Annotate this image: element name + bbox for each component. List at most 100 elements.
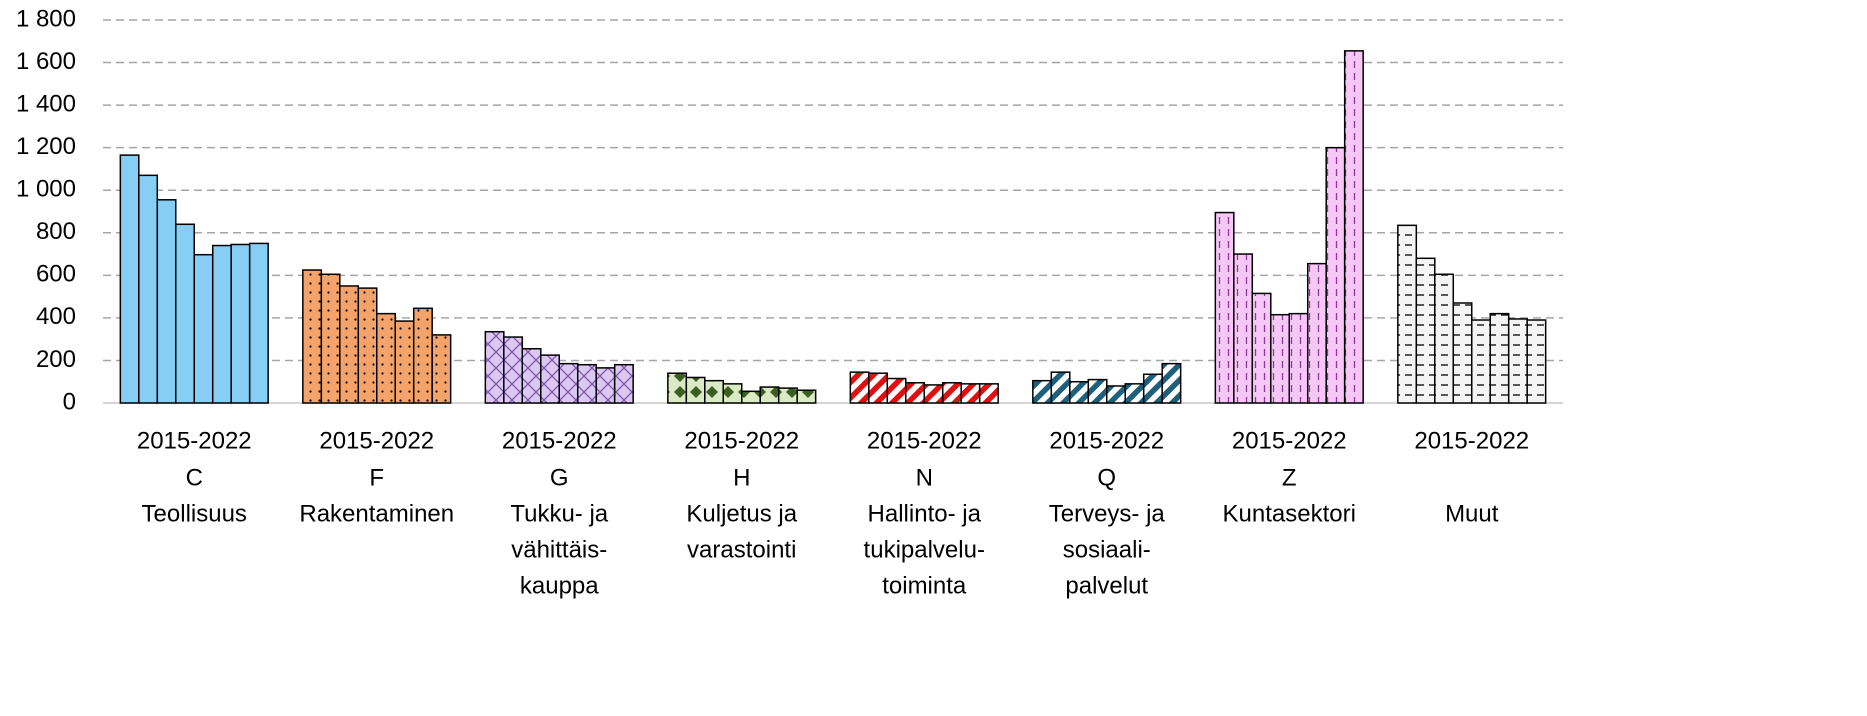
bar xyxy=(302,269,323,404)
x-tick-label: Kuljetus ja xyxy=(686,500,797,527)
x-tick-label: vähittäis- xyxy=(511,536,607,563)
x-tick-label: G xyxy=(550,464,569,491)
bar xyxy=(394,320,415,404)
bar xyxy=(521,347,542,404)
x-tick-label: Z xyxy=(1282,464,1297,491)
bar xyxy=(667,372,688,404)
bar xyxy=(1069,380,1090,404)
x-tick-label: tukipalvelu- xyxy=(864,536,985,563)
y-tick-label: 200 xyxy=(36,346,76,373)
bar xyxy=(339,285,360,404)
x-tick-label: Terveys- ja xyxy=(1049,500,1166,527)
x-tick-label: 2015-2022 xyxy=(502,427,617,454)
bar xyxy=(1233,253,1254,404)
bar xyxy=(138,174,159,404)
bar xyxy=(1452,302,1473,404)
bar xyxy=(941,382,962,404)
bar xyxy=(558,362,579,404)
bar xyxy=(357,287,378,404)
x-tick-label: F xyxy=(369,464,384,491)
x-tick-label: toiminta xyxy=(882,572,967,599)
x-tick-label: Muut xyxy=(1445,500,1499,527)
bar xyxy=(960,383,981,404)
bar xyxy=(1124,383,1145,404)
y-tick-label: 1 800 xyxy=(16,5,76,32)
x-tick-label: sosiaali- xyxy=(1063,536,1151,563)
bar xyxy=(1434,273,1455,404)
bar xyxy=(923,384,944,404)
bar xyxy=(1161,362,1182,404)
bar xyxy=(156,199,177,404)
bar xyxy=(1471,319,1491,404)
bar xyxy=(1270,313,1290,404)
bar xyxy=(1343,50,1364,404)
x-tick-label: varastointi xyxy=(687,536,796,563)
bar xyxy=(1415,257,1436,404)
bar xyxy=(849,371,870,404)
x-tick-label: 2015-2022 xyxy=(137,427,252,454)
x-tick-label: 2015-2022 xyxy=(1414,427,1529,454)
x-tick-label: 2015-2022 xyxy=(1232,427,1347,454)
bar xyxy=(1106,385,1126,404)
bar xyxy=(503,336,524,404)
bar xyxy=(576,363,597,404)
bar xyxy=(868,372,889,404)
bar xyxy=(230,243,251,404)
bar xyxy=(1526,319,1547,404)
x-tick-label: N xyxy=(916,464,933,491)
bar xyxy=(777,387,798,404)
bar xyxy=(175,223,196,404)
bar xyxy=(1050,371,1071,404)
bar xyxy=(1288,312,1309,404)
x-tick-label: 2015-2022 xyxy=(684,427,799,454)
bar xyxy=(1251,292,1272,404)
x-tick-label: Tukku- ja xyxy=(510,500,608,527)
y-tick-label: 600 xyxy=(36,261,76,288)
bar xyxy=(484,330,505,404)
bar xyxy=(119,154,140,404)
bar xyxy=(540,354,560,404)
bar xyxy=(759,386,780,404)
bar xyxy=(722,383,743,404)
x-tick-label: Rakentaminen xyxy=(299,500,454,527)
y-tick-label: 1 000 xyxy=(16,176,76,203)
bar xyxy=(741,390,761,404)
bar xyxy=(431,334,452,404)
x-tick-label: Teollisuus xyxy=(142,500,247,527)
bar xyxy=(595,367,616,404)
y-tick-label: 400 xyxy=(36,303,76,330)
bar xyxy=(704,379,725,404)
bar xyxy=(886,377,907,404)
x-tick-label: 2015-2022 xyxy=(867,427,982,454)
bar xyxy=(1087,378,1108,404)
bar xyxy=(685,376,706,404)
bar xyxy=(1397,224,1418,404)
y-tick-label: 1 400 xyxy=(16,90,76,117)
y-tick-label: 800 xyxy=(36,218,76,245)
x-tick-label: Q xyxy=(1097,464,1116,491)
x-tick-label: Kuntasektori xyxy=(1223,500,1356,527)
bar xyxy=(1325,146,1346,404)
bar xyxy=(320,273,341,404)
y-tick-label: 1 200 xyxy=(16,133,76,160)
bar xyxy=(211,244,232,404)
x-tick-label: 2015-2022 xyxy=(319,427,434,454)
bar xyxy=(613,363,634,404)
bar xyxy=(1489,312,1510,404)
y-tick-label: 0 xyxy=(63,388,76,415)
bar xyxy=(1142,373,1163,404)
bar xyxy=(1032,379,1053,404)
bar xyxy=(193,253,214,404)
bar xyxy=(1214,211,1235,404)
bar xyxy=(978,383,999,404)
bar xyxy=(905,382,925,404)
bar xyxy=(248,242,269,404)
bar xyxy=(796,389,817,404)
x-tick-label: Hallinto- ja xyxy=(868,500,982,527)
x-tick-label: H xyxy=(733,464,750,491)
bar xyxy=(1306,262,1327,404)
y-tick-label: 1 600 xyxy=(16,48,76,75)
bar xyxy=(412,307,433,404)
bar xyxy=(376,312,396,404)
